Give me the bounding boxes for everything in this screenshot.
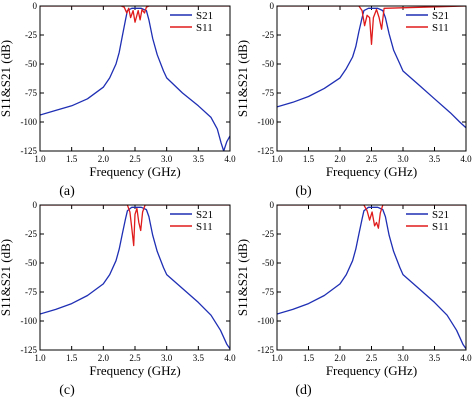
chart-panel-2: 1.0 1.5 2.0 2.5 3.0 3.5 4.0 0 -25 -50 -75 -100 -125 S… bbox=[235, 1, 472, 199]
legend-label-s11: S11 bbox=[432, 221, 449, 233]
legend-label-s21: S21 bbox=[196, 10, 213, 22]
x-tick-label: 3.5 bbox=[429, 353, 441, 363]
series-line-s11 bbox=[277, 6, 466, 45]
y-tick-label: -125 bbox=[258, 146, 275, 156]
y-tick-label: -75 bbox=[25, 287, 37, 297]
y-tick-label: -25 bbox=[25, 229, 37, 239]
panel-label: (a) bbox=[59, 184, 75, 199]
x-axis-label: Frequency (GHz) bbox=[89, 164, 180, 179]
legend-label-s11: S11 bbox=[196, 221, 213, 233]
chart-panel-4: 1.0 1.5 2.0 2.5 3.0 3.5 4.0 0 -25 -50 -75 -100 -125 S… bbox=[235, 200, 472, 398]
x-tick-label: 3.0 bbox=[397, 154, 409, 164]
x-tick-label: 2.5 bbox=[129, 154, 141, 164]
panel-label: (d) bbox=[295, 383, 312, 398]
x-tick-label: 2.0 bbox=[334, 154, 346, 164]
plot-frame bbox=[39, 5, 231, 152]
y-tick-label: 0 bbox=[33, 200, 38, 210]
legend-label-s21: S21 bbox=[432, 209, 449, 221]
y-tick-label: -100 bbox=[258, 316, 275, 326]
series-line-s11 bbox=[40, 205, 230, 247]
x-tick-label: 3.0 bbox=[161, 353, 173, 363]
plot-frame bbox=[276, 204, 467, 351]
y-tick-label: -100 bbox=[258, 117, 275, 127]
x-tick-label: 3.0 bbox=[161, 154, 173, 164]
series-line-s21 bbox=[40, 206, 230, 350]
series-line-s21 bbox=[277, 206, 466, 350]
x-axis-label: Frequency (GHz) bbox=[326, 363, 417, 378]
x-tick-label: 3.5 bbox=[429, 154, 441, 164]
legend-label-s21: S21 bbox=[432, 10, 449, 22]
legend-label-s11: S11 bbox=[196, 22, 213, 34]
x-tick-label: 4.0 bbox=[460, 154, 472, 164]
x-tick-label: 1.5 bbox=[66, 353, 78, 363]
y-tick-label: -25 bbox=[262, 30, 274, 40]
y-tick-label: -50 bbox=[25, 59, 37, 69]
y-tick-label: -25 bbox=[262, 229, 274, 239]
x-tick-label: 1.0 bbox=[34, 353, 46, 363]
y-tick-label: -50 bbox=[262, 258, 274, 268]
series-line-s11 bbox=[277, 205, 466, 229]
y-axis-label: S11&S21 (dB) bbox=[235, 239, 250, 316]
x-tick-label: 2.5 bbox=[129, 353, 141, 363]
y-tick-label: -75 bbox=[262, 88, 274, 98]
y-tick-label: -75 bbox=[25, 88, 37, 98]
series-line-s21 bbox=[277, 7, 466, 129]
y-tick-label: -125 bbox=[21, 345, 38, 355]
x-tick-label: 4.0 bbox=[224, 154, 236, 164]
legend-label-s21: S21 bbox=[196, 209, 213, 221]
x-tick-label: 4.0 bbox=[224, 353, 236, 363]
y-tick-label: -75 bbox=[262, 287, 274, 297]
x-tick-label: 2.0 bbox=[334, 353, 346, 363]
x-tick-label: 2.5 bbox=[366, 154, 378, 164]
y-tick-label: -25 bbox=[25, 30, 37, 40]
panel-label: (c) bbox=[59, 383, 75, 398]
x-tick-label: 1.5 bbox=[303, 353, 315, 363]
plot-frame bbox=[276, 5, 467, 152]
series-line-s21 bbox=[40, 7, 230, 151]
y-axis-label: S11&S21 (dB) bbox=[0, 239, 13, 316]
x-tick-label: 1.5 bbox=[66, 154, 78, 164]
x-axis-label: Frequency (GHz) bbox=[89, 363, 180, 378]
y-tick-label: -100 bbox=[21, 316, 38, 326]
x-tick-label: 1.5 bbox=[303, 154, 315, 164]
y-tick-label: 0 bbox=[270, 200, 275, 210]
x-axis-label: Frequency (GHz) bbox=[326, 164, 417, 179]
legend-label-s11: S11 bbox=[432, 22, 449, 34]
y-tick-label: 0 bbox=[270, 1, 275, 11]
x-tick-label: 2.0 bbox=[98, 154, 110, 164]
x-tick-label: 1.0 bbox=[271, 353, 283, 363]
plot-frame bbox=[39, 204, 231, 351]
x-tick-label: 2.5 bbox=[366, 353, 378, 363]
x-tick-label: 3.0 bbox=[397, 353, 409, 363]
chart-panel-3: 1.0 1.5 2.0 2.5 3.0 3.5 4.0 0 -25 -50 -75 -100 -125 S… bbox=[0, 200, 236, 398]
y-tick-label: -50 bbox=[25, 258, 37, 268]
chart-panel-1: 1.0 1.5 2.0 2.5 3.0 3.5 4.0 0 -25 -50 -75 -100 -125 S… bbox=[0, 1, 236, 199]
y-tick-label: -50 bbox=[262, 59, 274, 69]
panel-label: (b) bbox=[295, 184, 312, 199]
y-tick-label: -100 bbox=[21, 117, 38, 127]
y-tick-label: 0 bbox=[33, 1, 38, 11]
x-tick-label: 1.0 bbox=[34, 154, 46, 164]
x-tick-label: 2.0 bbox=[98, 353, 110, 363]
x-tick-label: 3.5 bbox=[193, 353, 205, 363]
x-tick-label: 4.0 bbox=[460, 353, 472, 363]
x-tick-label: 3.5 bbox=[193, 154, 205, 164]
y-axis-label: S11&S21 (dB) bbox=[0, 40, 13, 117]
x-tick-label: 1.0 bbox=[271, 154, 283, 164]
y-tick-label: -125 bbox=[21, 146, 38, 156]
series-line-s11 bbox=[40, 6, 230, 23]
y-tick-label: -125 bbox=[258, 345, 275, 355]
y-axis-label: S11&S21 (dB) bbox=[235, 40, 250, 117]
